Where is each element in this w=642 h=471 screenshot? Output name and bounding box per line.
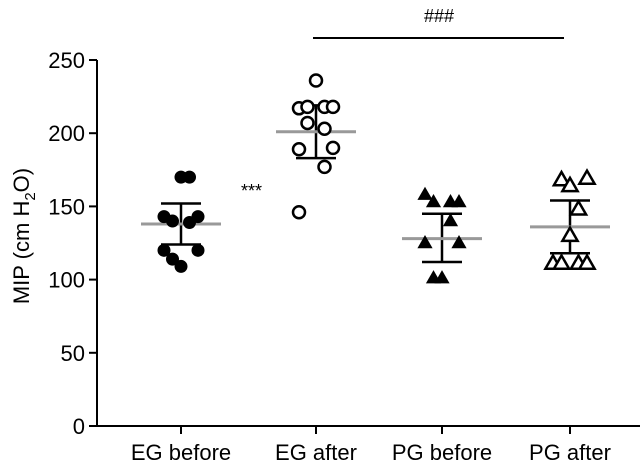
data-point [560, 225, 580, 243]
y-tick-label: 100 [48, 268, 85, 293]
y-tick-label: 250 [48, 48, 85, 73]
y-axis-title-tail: O) [9, 168, 34, 192]
y-tick-label: 50 [61, 341, 85, 366]
y-axis-title: MIP (cm H2O) [9, 168, 39, 304]
x-category-label: PG before [392, 440, 492, 465]
y-tick-label: 150 [48, 194, 85, 219]
data-point [417, 186, 433, 200]
data-point [451, 235, 467, 249]
x-category-label: PG after [529, 440, 611, 465]
data-point [291, 205, 307, 220]
data-point [442, 213, 459, 227]
data-point [174, 259, 188, 273]
y-axis-title-subscript: 2 [22, 192, 39, 200]
group-pg-after [530, 168, 610, 270]
group-eg-before [141, 170, 221, 273]
comparison-annotation: ### [424, 6, 454, 26]
x-category-label: EG before [131, 440, 231, 465]
data-point [325, 140, 341, 156]
group-eg-after [276, 73, 356, 220]
data-point [317, 159, 332, 175]
group-pg-before [402, 186, 482, 284]
data-point [191, 243, 205, 257]
data-point [568, 198, 589, 216]
annotations: *** ### [241, 6, 564, 201]
x-category-label: EG after [275, 440, 357, 465]
data-point [434, 270, 450, 284]
y-axis-title-main: MIP (cm H [9, 201, 34, 304]
data-point [551, 252, 572, 270]
y-tick-label: 0 [73, 414, 85, 439]
significance-annotation: *** [241, 181, 262, 201]
data-point [191, 210, 205, 224]
data-point [417, 235, 433, 249]
data-point [451, 194, 467, 208]
data-point [183, 170, 196, 184]
data-point [577, 168, 597, 186]
data-groups [141, 73, 610, 284]
data-point [560, 175, 580, 193]
data-point [300, 99, 315, 115]
data-point [157, 243, 171, 257]
data-point [308, 73, 324, 88]
x-axis: EG before EG after PG before PG after [97, 425, 640, 465]
data-point [300, 115, 315, 131]
data-point [577, 252, 597, 270]
data-point [166, 214, 179, 228]
data-point [291, 142, 307, 157]
data-point [325, 99, 341, 115]
data-point [425, 194, 442, 208]
data-point [317, 121, 332, 137]
data-point [166, 252, 179, 266]
data-point [551, 169, 572, 187]
y-tick-label: 200 [48, 121, 85, 146]
y-axis: 0 50 100 150 200 250 [48, 48, 98, 439]
